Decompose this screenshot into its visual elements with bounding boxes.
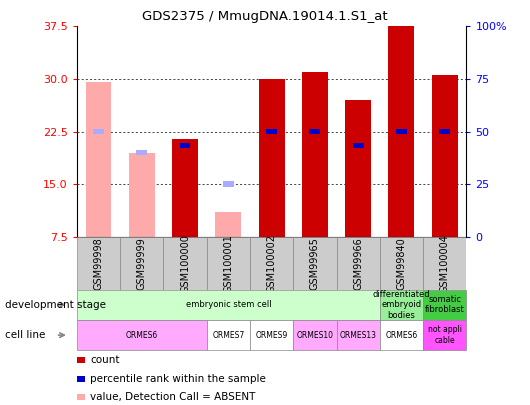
Bar: [423, 237, 466, 290]
Bar: [180, 143, 190, 149]
Bar: [266, 129, 277, 134]
Text: GSM100001: GSM100001: [223, 234, 233, 293]
Bar: [77, 237, 120, 290]
Bar: [380, 237, 423, 290]
Bar: [302, 72, 328, 237]
Text: GSM99999: GSM99999: [137, 237, 147, 290]
Bar: [259, 79, 285, 237]
Bar: [120, 237, 163, 290]
Text: GSM100002: GSM100002: [267, 234, 277, 293]
Text: GDS2375 / MmugDNA.19014.1.S1_at: GDS2375 / MmugDNA.19014.1.S1_at: [142, 10, 388, 23]
Bar: [388, 26, 414, 237]
Text: cell line: cell line: [5, 330, 46, 340]
Text: development stage: development stage: [5, 300, 107, 310]
Bar: [310, 129, 320, 134]
Text: differentiated
embryoid
bodies: differentiated embryoid bodies: [373, 290, 430, 320]
Text: count: count: [90, 356, 120, 365]
Bar: [93, 129, 104, 134]
Bar: [207, 237, 250, 290]
Bar: [215, 216, 241, 237]
Text: not appli
cable: not appli cable: [428, 326, 462, 345]
Text: percentile rank within the sample: percentile rank within the sample: [90, 374, 266, 384]
Text: GSM99840: GSM99840: [396, 237, 407, 290]
Text: GSM100000: GSM100000: [180, 234, 190, 293]
Bar: [223, 181, 234, 187]
Text: ORMES6: ORMES6: [126, 330, 158, 340]
Bar: [85, 83, 111, 237]
Text: value, Detection Call = ABSENT: value, Detection Call = ABSENT: [90, 392, 255, 402]
Bar: [396, 129, 407, 134]
Bar: [439, 129, 450, 134]
Bar: [163, 237, 207, 290]
Bar: [215, 212, 241, 237]
Text: ORMES6: ORMES6: [385, 330, 418, 340]
Bar: [337, 237, 380, 290]
Text: ORMES9: ORMES9: [255, 330, 288, 340]
Bar: [172, 139, 198, 237]
Bar: [293, 237, 337, 290]
Bar: [353, 143, 364, 149]
Text: ORMES10: ORMES10: [296, 330, 333, 340]
Text: ORMES7: ORMES7: [212, 330, 244, 340]
Bar: [250, 237, 293, 290]
Bar: [136, 150, 147, 156]
Text: somatic
fibroblast: somatic fibroblast: [425, 295, 465, 314]
Text: GSM99965: GSM99965: [310, 237, 320, 290]
Bar: [432, 75, 458, 237]
Text: embryonic stem cell: embryonic stem cell: [186, 300, 271, 309]
Bar: [345, 100, 371, 237]
Text: GSM100004: GSM100004: [440, 234, 450, 293]
Bar: [129, 153, 155, 237]
Text: ORMES13: ORMES13: [340, 330, 377, 340]
Text: GSM99998: GSM99998: [93, 237, 103, 290]
Text: GSM99966: GSM99966: [353, 237, 363, 290]
